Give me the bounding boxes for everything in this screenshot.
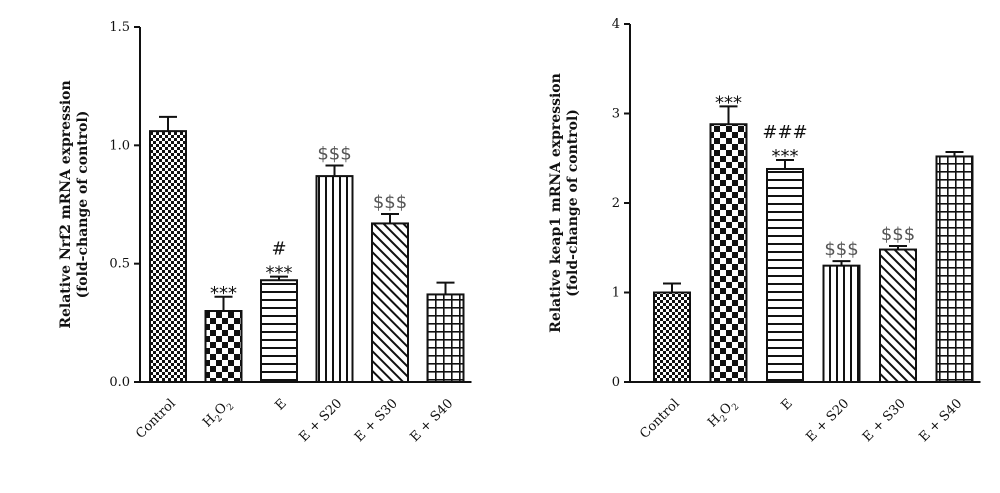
y-tick-label: 0.5	[109, 257, 130, 272]
category-label: H2O2	[200, 396, 236, 432]
bar	[935, 155, 974, 383]
bar	[822, 264, 861, 383]
significance-label: ***	[715, 92, 742, 113]
category-label: E + S20	[296, 396, 345, 445]
y-tick-label: 1.5	[109, 20, 130, 35]
y-tick-label: 2	[612, 196, 620, 211]
category-label: E + S30	[352, 396, 401, 445]
y-tick-label: 1	[612, 286, 620, 301]
keap1-chart: 0 1 2 3 4 Relative keap1 mRNA expression (fold…	[548, 17, 981, 445]
y-axis-title: Relative Nrf2 mRNA expression	[58, 80, 74, 328]
bar	[426, 293, 465, 383]
category-label: E + S20	[803, 396, 852, 445]
significance-label: ###	[762, 122, 807, 143]
category-label: H2O2	[705, 396, 741, 432]
y-tick-label: 3	[612, 107, 620, 122]
significance-label: ***	[266, 263, 293, 284]
y-tick-label: 0	[612, 375, 620, 390]
category-label: E + S40	[916, 396, 965, 445]
y-axis-title: (fold-change of control)	[75, 111, 91, 299]
bar	[204, 310, 243, 383]
bar	[149, 130, 187, 383]
significance-label: $$$	[824, 239, 858, 260]
category-label: Control	[133, 396, 179, 442]
nrf2-chart: 0.0 0.5 1.0 1.5 Relative Nrf2 mRNA expressio…	[58, 20, 472, 445]
significance-label: $$$	[317, 143, 351, 164]
bar	[371, 222, 409, 383]
y-tick-label: 0.0	[109, 375, 130, 390]
bar	[260, 279, 298, 384]
category-label: E	[273, 396, 290, 413]
bar	[766, 167, 804, 383]
significance-label: #	[271, 239, 286, 260]
category-label: Control	[637, 396, 683, 442]
bar	[879, 248, 917, 383]
bar	[315, 175, 354, 383]
significance-label: ***	[772, 146, 799, 167]
category-label: E	[779, 396, 796, 413]
significance-label: ***	[210, 283, 237, 304]
significance-label: $$$	[881, 224, 915, 245]
category-label: E + S30	[860, 396, 909, 445]
y-tick-label: 1.0	[109, 138, 130, 153]
bar	[709, 123, 748, 384]
bar	[653, 291, 691, 383]
y-axis-title: (fold-change of control)	[565, 109, 581, 297]
y-tick-label: 4	[612, 17, 620, 32]
category-label: E + S40	[407, 396, 456, 445]
significance-label: $$$	[373, 192, 407, 213]
y-axis-title: Relative keap1 mRNA expression	[548, 73, 564, 333]
